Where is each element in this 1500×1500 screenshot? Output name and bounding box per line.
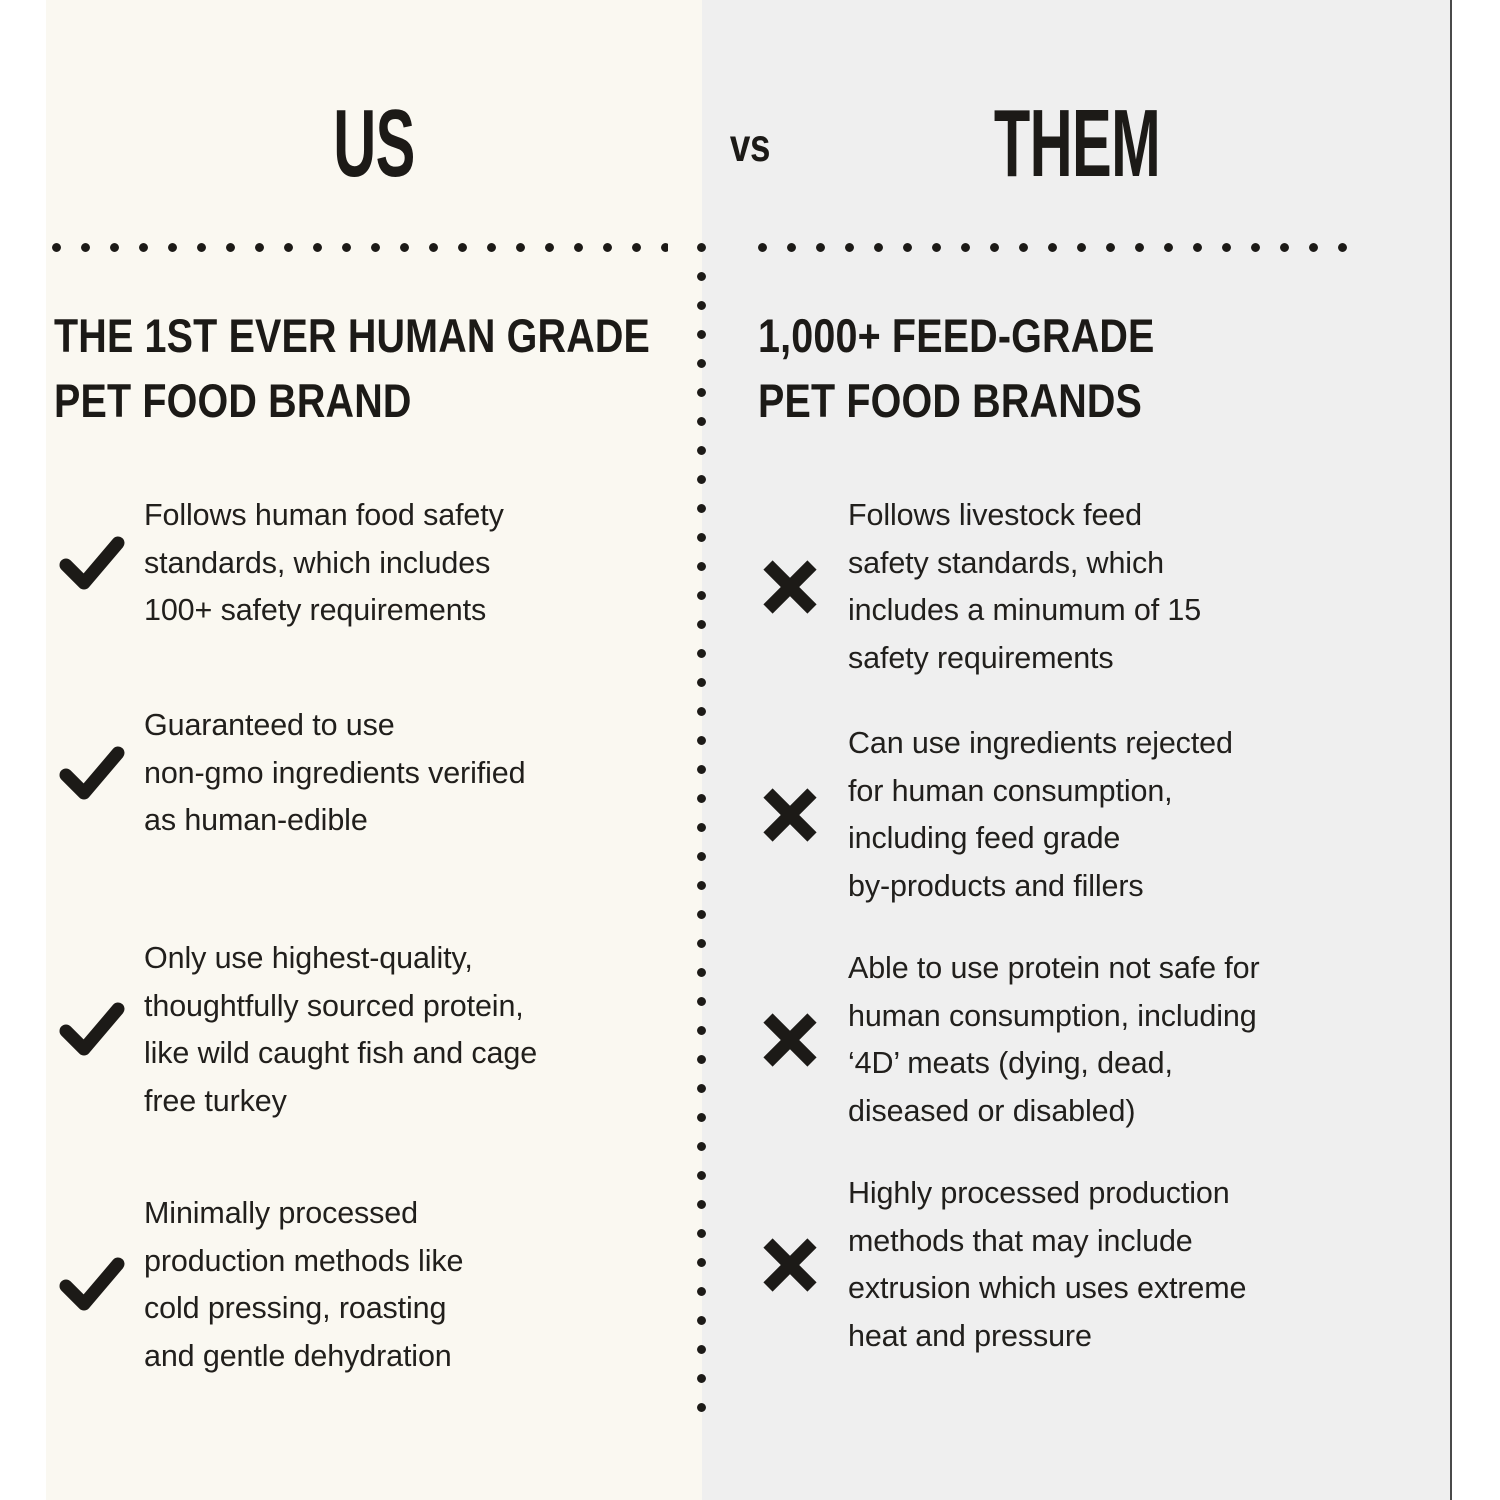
list-item-text: Able to use protein not safe for human c… [848,951,1260,1129]
header-them-label: THEM [993,90,1161,197]
column-us: US THE 1ST EVER HUMAN GRADE PET FOOD BRA… [46,0,702,1500]
check-icon [52,990,132,1070]
list-item: Follows human food safety standards, whi… [52,492,504,635]
list-item: Guaranteed to use non-gmo ingredients ve… [52,702,526,845]
cross-icon [750,1225,830,1305]
column-us-heading: THE 1ST EVER HUMAN GRADE PET FOOD BRAND [54,309,651,427]
list-item: Can use ingredients rejected for human c… [750,720,1233,911]
list-item: Follows livestock feed safety standards,… [750,492,1201,683]
dotted-divider-right [758,243,1362,252]
check-icon [52,1245,132,1325]
cross-icon [750,775,830,855]
list-item: Highly processed production methods that… [750,1170,1246,1361]
list-item-text: Minimally processed production methods l… [144,1196,464,1374]
list-item: Only use highest-quality, thoughtfully s… [52,935,537,1126]
cross-icon [750,547,830,627]
list-item-text: Can use ingredients rejected for human c… [848,726,1233,904]
check-icon [52,524,132,604]
column-them-heading: 1,000+ FEED-GRADE PET FOOD BRANDS [758,309,1155,427]
list-item-text: Only use highest-quality, thoughtfully s… [144,941,538,1119]
dotted-divider-left [52,243,668,252]
column-them: THEM 1,000+ FEED-GRADE PET FOOD BRANDS F… [702,0,1452,1500]
header-us-label: US [333,90,415,197]
list-item-text: Follows livestock feed safety standards,… [848,498,1202,676]
list-item: Able to use protein not safe for human c… [750,945,1260,1136]
list-item: Minimally processed production methods l… [52,1190,463,1381]
header-versus-label: vs [729,119,771,171]
list-item-text: Guaranteed to use non-gmo ingredients ve… [144,708,526,838]
list-item-text: Highly processed production methods that… [848,1176,1247,1354]
check-icon [52,734,132,814]
cross-icon [750,1000,830,1080]
dotted-divider-vertical [697,243,706,1418]
list-item-text: Follows human food safety standards, whi… [144,498,504,628]
